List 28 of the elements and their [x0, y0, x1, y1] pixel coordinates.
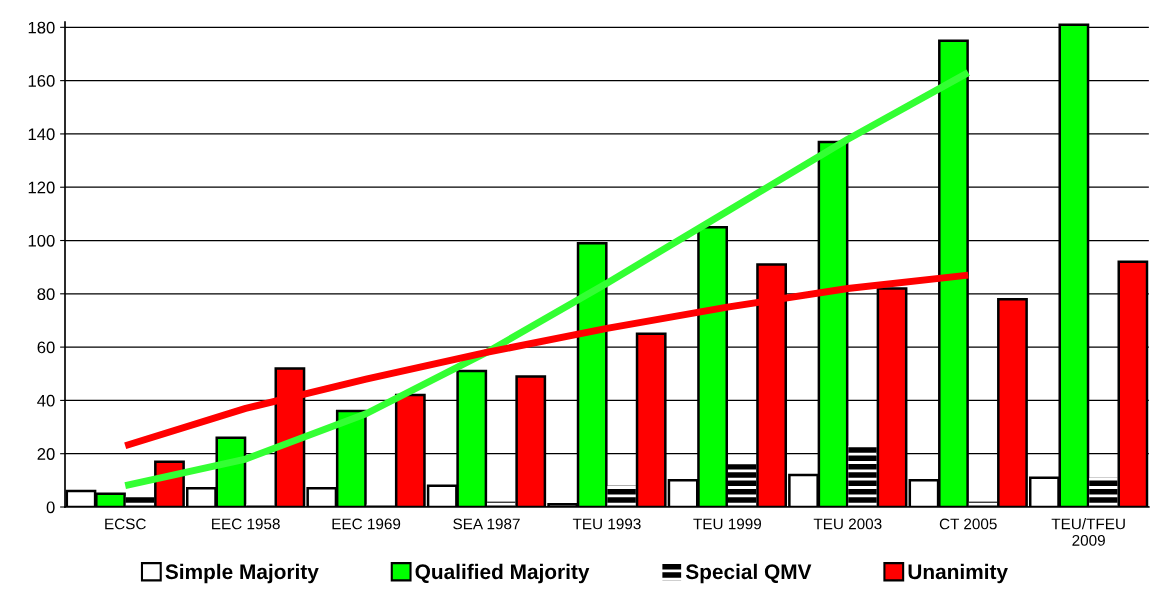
y-tick-label: 80	[37, 288, 55, 301]
y-tick-label: 120	[28, 181, 55, 194]
bar	[607, 485, 636, 507]
y-tick-label: 100	[28, 234, 55, 247]
y-tick-label: 20	[37, 448, 55, 460]
x-tick-label: TEU 2003	[813, 518, 882, 530]
y-tick-label: 180	[28, 21, 55, 34]
x-tick-label: ECSC	[105, 518, 146, 530]
bar	[125, 496, 155, 507]
x-tick-label: CT 2005	[939, 518, 997, 530]
y-tick-label: 40	[37, 394, 55, 407]
y-tick-label: 160	[28, 75, 55, 87]
bar	[848, 445, 877, 507]
legend-label: Qualified Majority	[415, 563, 590, 584]
legend-label: Simple Majority	[165, 563, 319, 584]
bar	[727, 464, 757, 507]
y-tick-label: 60	[37, 341, 55, 354]
x-tick-label: EEC 1969	[332, 518, 401, 530]
legend-label: Unanimity	[908, 563, 1008, 584]
x-tick-label: TEU 1993	[572, 518, 641, 530]
x-tick-label: SEA 1987	[453, 518, 520, 530]
legend-label: Special QMV	[685, 563, 812, 584]
bar	[1089, 477, 1118, 507]
x-tick-label: TEU 1999	[693, 518, 762, 530]
y-tick-label: 0	[46, 501, 55, 514]
x-tick-label: TEU/TFEU 2009	[1051, 518, 1125, 546]
y-tick-label: 140	[28, 128, 55, 141]
x-tick-label: EEC 1958	[212, 518, 280, 530]
